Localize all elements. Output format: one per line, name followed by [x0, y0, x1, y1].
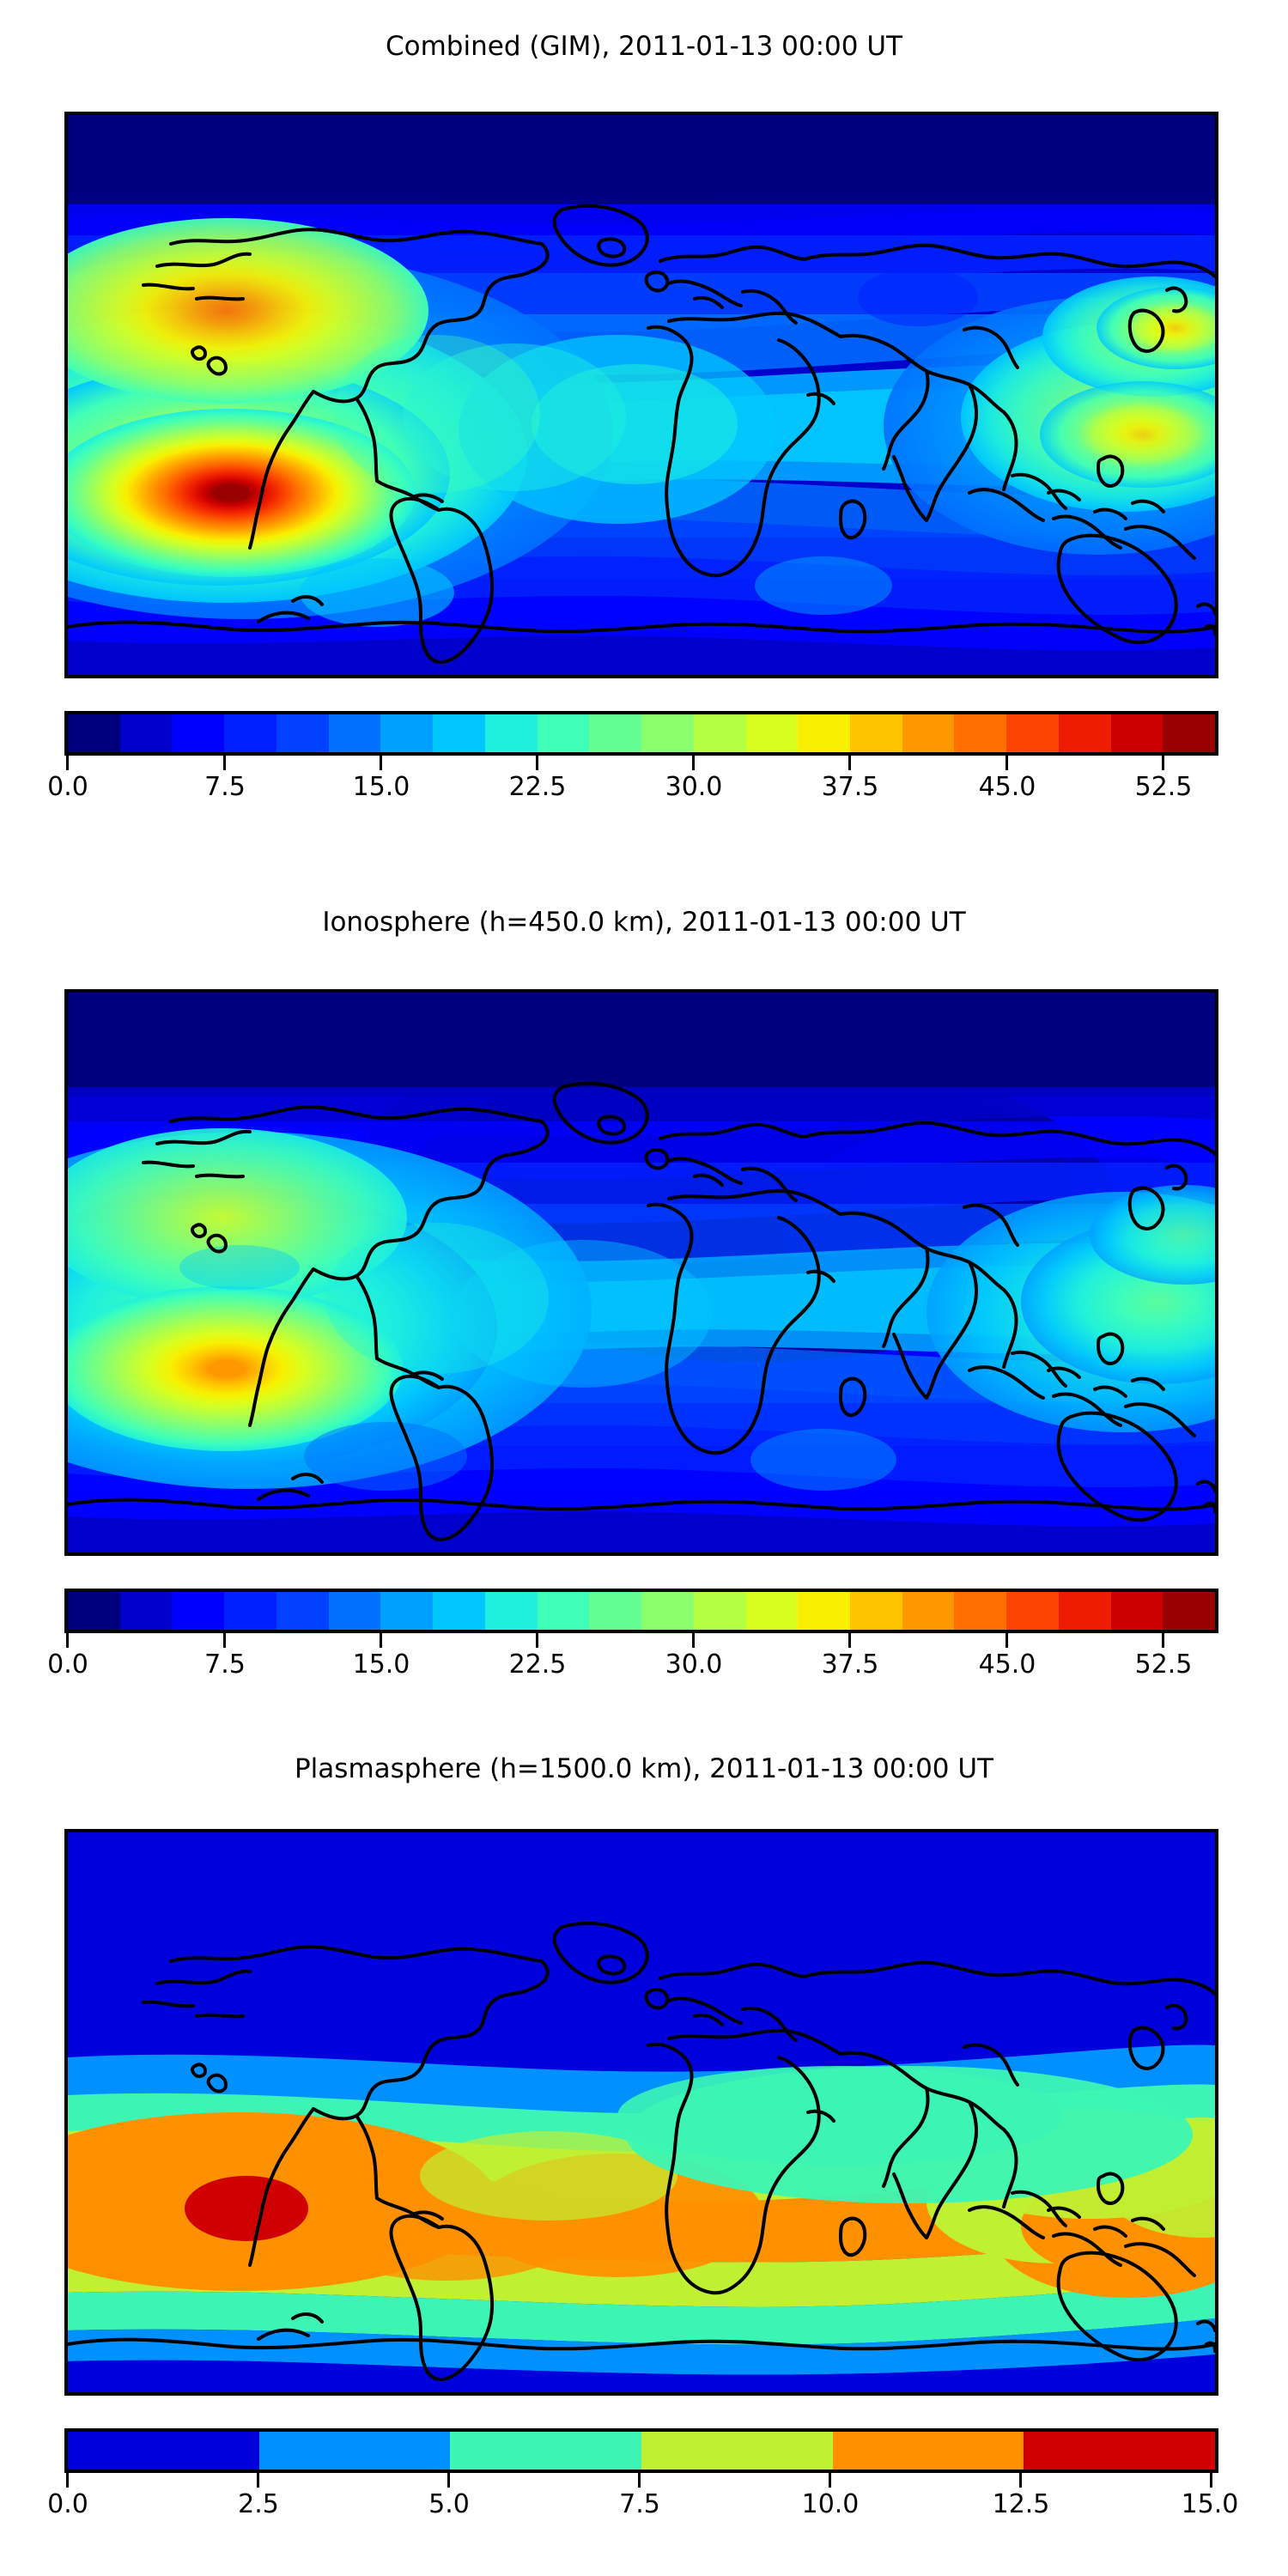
- map-raster-ionosphere: [68, 993, 1215, 1552]
- colorbar-tick-label: 2.5: [238, 2489, 279, 2519]
- colorbar-tick-label: 7.5: [204, 772, 246, 802]
- colorbar-tick-label: 7.5: [204, 1649, 246, 1680]
- map-svg-plasmasphere: [68, 1832, 1215, 2392]
- colorbar-tick-label: 15.0: [1181, 2489, 1239, 2519]
- map-svg-ionosphere: [68, 993, 1215, 1552]
- colorbar-tick-label: 37.5: [821, 1649, 879, 1680]
- colorbar-tick-label: 12.5: [992, 2489, 1050, 2519]
- colorbar-tick-label: 15.0: [352, 1649, 410, 1680]
- colorbar-tick-label: 5.0: [428, 2489, 470, 2519]
- panel-combined-gim: Combined (GIM), 2011-01-13 00:00 UT: [0, 0, 1288, 867]
- colorbar-tick-label: 7.5: [619, 2489, 660, 2519]
- colorbar-tick-label: 22.5: [508, 772, 567, 802]
- map-raster-plasmasphere: [68, 1832, 1215, 2392]
- colorbar-tick-label: 37.5: [821, 772, 879, 802]
- colorbar-gradient-combined: [64, 711, 1218, 756]
- colorbar-tick-label: 30.0: [665, 1649, 723, 1680]
- colorbar-tick-label: 52.5: [1134, 1649, 1193, 1680]
- colorbar-ionosphere: 0.0 7.5 15.0 22.5 30.0 37.5 45.0 52.5: [47, 1589, 1218, 1683]
- panel-plasmasphere: Plasmasphere (h=1500.0 km), 2011-01-13 0…: [0, 1743, 1288, 2576]
- map-svg-combined-gim: [68, 115, 1215, 675]
- colorbar-plasmasphere: 0.0 2.5 5.0 7.5 10.0 12.5 15.0: [47, 2428, 1238, 2523]
- colorbar-tick-label: 15.0: [352, 772, 410, 802]
- panel-title-combined-gim: Combined (GIM), 2011-01-13 00:00 UT: [386, 31, 902, 62]
- colorbar-tick-label: 0.0: [47, 1649, 88, 1680]
- colorbar-ticks-ionosphere: 0.0 7.5 15.0 22.5 30.0 37.5 45.0 52.5: [47, 1633, 1218, 1683]
- colorbar-gradient-ionosphere: [64, 1589, 1218, 1633]
- colorbar-tick-label: 10.0: [801, 2489, 860, 2519]
- colorbar-tick-label: 22.5: [508, 1649, 567, 1680]
- colorbar-ticks-combined: 0.0 7.5 15.0 22.5 30.0 37.5 45.0 52.5: [47, 756, 1218, 805]
- colorbar-ticks-plasmasphere: 0.0 2.5 5.0 7.5 10.0 12.5 15.0: [47, 2473, 1238, 2523]
- colorbar-tick-label: 45.0: [978, 772, 1036, 802]
- map-ionosphere: [64, 989, 1218, 1556]
- colorbar-combined-gim: 0.0 7.5 15.0 22.5 30.0 37.5 45.0 52.5: [47, 711, 1218, 805]
- colorbar-tick-label: 30.0: [665, 772, 723, 802]
- panel-title-plasmasphere: Plasmasphere (h=1500.0 km), 2011-01-13 0…: [294, 1753, 993, 1784]
- panel-ionosphere: Ionosphere (h=450.0 km), 2011-01-13 00:0…: [0, 867, 1288, 1743]
- panel-title-ionosphere: Ionosphere (h=450.0 km), 2011-01-13 00:0…: [322, 907, 966, 938]
- map-raster-combined-gim: [68, 115, 1215, 675]
- colorbar-tick-label: 0.0: [47, 2489, 88, 2519]
- colorbar-gradient-plasmasphere: [64, 2428, 1218, 2473]
- colorbar-tick-label: 45.0: [978, 1649, 1036, 1680]
- map-combined-gim: [64, 112, 1218, 678]
- colorbar-tick-label: 0.0: [47, 772, 88, 802]
- map-plasmasphere: [64, 1829, 1218, 2396]
- colorbar-tick-label: 52.5: [1134, 772, 1193, 802]
